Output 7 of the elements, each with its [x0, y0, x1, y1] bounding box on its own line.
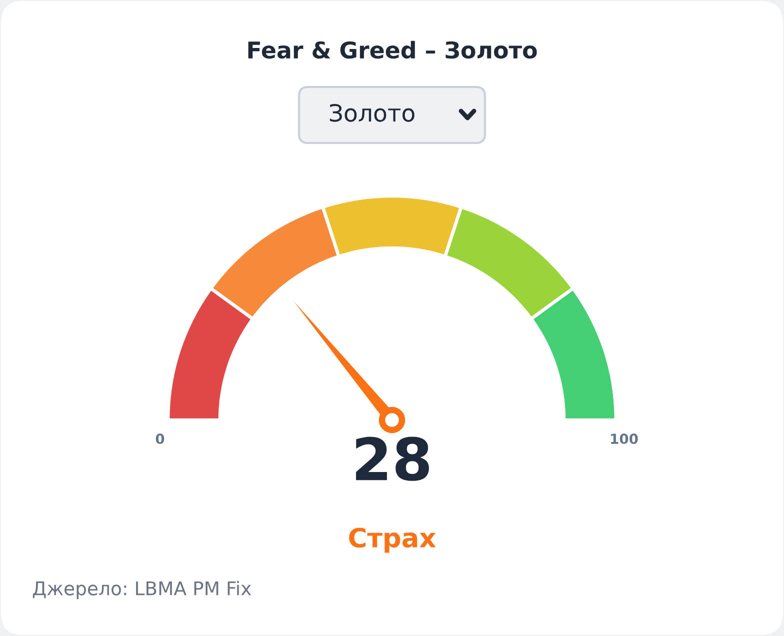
- chart-subtitle: Золото: [330, 104, 414, 122]
- text: Джерело: LBMA PM Fix: [32, 580, 252, 600]
- text: 28: [356, 436, 429, 481]
- chart-title: Fear & Greed – Золото: [248, 40, 537, 59]
- text: 0: [156, 434, 164, 444]
- text: 100: [611, 434, 638, 444]
- text: Страх: [349, 528, 436, 553]
